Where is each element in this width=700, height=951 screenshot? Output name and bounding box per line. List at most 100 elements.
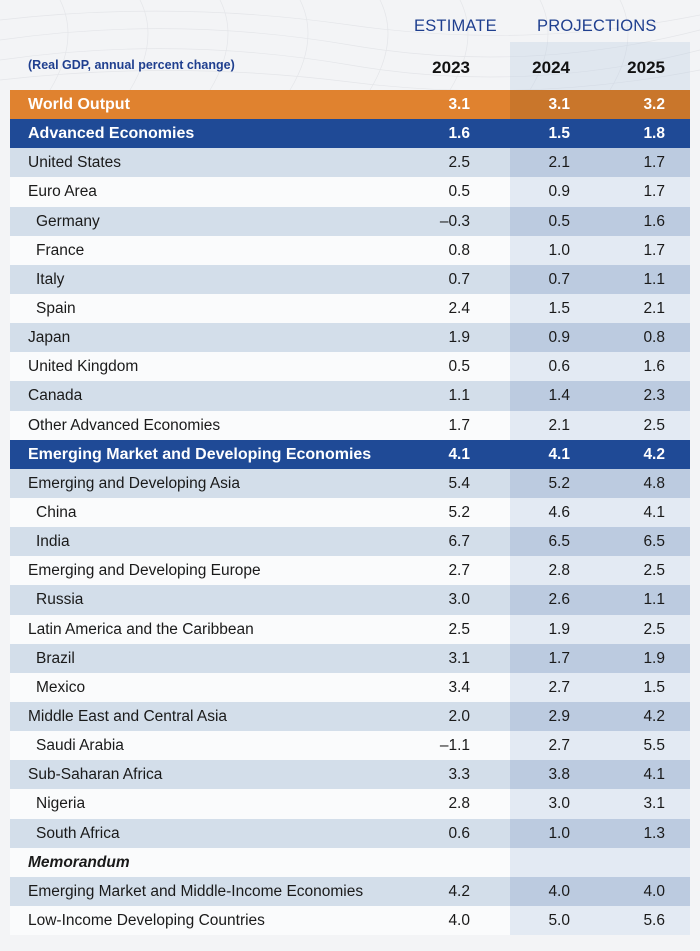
value-2025: 1.6 [643, 212, 665, 230]
row-label: Latin America and the Caribbean [28, 620, 254, 638]
year-header-2023: 2023 [432, 58, 470, 77]
value-2024: 2.1 [548, 154, 570, 172]
row-label: Japan [28, 329, 71, 347]
gdp-growth-table: World Output 3.1 3.1 3.2 Advanced Economies 1… [10, 90, 690, 936]
projections-header: PROJECTIONS [537, 17, 657, 35]
row-label: Nigeria [36, 795, 86, 813]
projection-cell-shade [510, 731, 690, 761]
value-2024: 1.7 [548, 649, 570, 667]
table-row: Germany –0.3 0.5 1.6 [10, 206, 690, 236]
row-label: Mexico [36, 678, 86, 696]
value-2023: 4.0 [448, 911, 470, 929]
value-2023: 2.5 [448, 154, 470, 172]
row-label: World Output [28, 96, 130, 113]
value-2024: 1.9 [548, 620, 570, 638]
value-2025: 0.8 [643, 329, 665, 347]
value-2024: 0.5 [548, 212, 570, 230]
projection-cell-shade [510, 614, 690, 644]
value-2023: 5.4 [448, 474, 470, 492]
value-2024: 0.7 [548, 270, 570, 288]
value-2023: –0.3 [439, 212, 470, 230]
value-2023: 2.0 [448, 707, 470, 725]
table-row: China 5.2 4.6 4.1 [10, 497, 690, 528]
value-2025: 5.5 [643, 737, 665, 755]
value-2023: 0.7 [448, 270, 470, 288]
table-row: Emerging Market and Developing Economies… [10, 439, 690, 469]
projection-cell-shade [510, 760, 690, 790]
row-label: France [36, 241, 85, 259]
value-2024: 0.9 [548, 183, 570, 201]
projection-cell-shade [510, 672, 690, 702]
table-row: Spain 2.4 1.5 2.1 [10, 293, 690, 324]
projection-cell-shade [510, 876, 690, 906]
estimate-header: ESTIMATE [414, 17, 497, 35]
row-label: Italy [36, 270, 65, 288]
value-2025: 5.6 [643, 911, 665, 929]
value-2023: 0.8 [448, 241, 470, 259]
value-2024: 2.8 [548, 562, 570, 580]
value-2025: 4.2 [643, 707, 665, 725]
projection-cell-shade [510, 585, 690, 615]
projection-cell-shade [510, 701, 690, 732]
row-label: Emerging Market and Developing Economies [28, 445, 372, 463]
projection-cell-shade [510, 847, 690, 877]
value-2025: 3.2 [643, 96, 665, 113]
projection-cell-shade [510, 90, 690, 120]
value-2025: 4.0 [643, 882, 665, 900]
projection-cell-shade [510, 119, 690, 149]
row-label: South Africa [36, 824, 120, 842]
table-row: Italy 0.7 0.7 1.1 [10, 264, 690, 294]
value-2023: 1.7 [448, 416, 470, 434]
projection-cell-shade [510, 643, 690, 673]
projection-cell-shade [510, 148, 690, 178]
table-row: Mexico 3.4 2.7 1.5 [10, 672, 690, 702]
table-row: Sub-Saharan Africa 3.3 3.8 4.1 [10, 760, 690, 790]
row-label: Other Advanced Economies [28, 416, 221, 434]
table-row: Emerging and Developing Europe 2.7 2.8 2.5 [10, 556, 690, 586]
row-label: Sub-Saharan Africa [28, 766, 163, 784]
value-2025: 2.5 [643, 416, 665, 434]
value-2025: 4.2 [643, 445, 665, 463]
table-row: Memorandum [10, 847, 690, 877]
value-2024: 4.0 [548, 882, 570, 900]
table-row: Euro Area 0.5 0.9 1.7 [10, 177, 690, 207]
value-2025: 3.1 [643, 795, 665, 813]
row-label: Canada [28, 387, 83, 405]
value-2024: 4.6 [548, 503, 570, 521]
table-row: World Output 3.1 3.1 3.2 [10, 90, 690, 120]
row-label: Germany [36, 212, 100, 230]
table-row: Other Advanced Economies 1.7 2.1 2.5 [10, 410, 690, 440]
value-2025: 2.3 [643, 387, 665, 405]
table-row: Advanced Economies 1.6 1.5 1.8 [10, 119, 690, 149]
value-2025: 1.6 [643, 358, 665, 376]
projection-cell-shade [510, 789, 690, 819]
table-row: Japan 1.9 0.9 0.8 [10, 323, 690, 353]
value-2024: 1.4 [548, 387, 570, 405]
row-label: Brazil [36, 649, 75, 667]
projection-cell-shade [510, 527, 690, 557]
value-2023: 4.1 [448, 445, 470, 463]
projection-cell-shade [510, 264, 690, 294]
value-2024: 3.8 [548, 766, 570, 784]
table-row: France 0.8 1.0 1.7 [10, 235, 690, 265]
value-2024: 6.5 [548, 533, 570, 551]
value-2023: 3.0 [448, 591, 470, 609]
row-label: Memorandum [28, 853, 130, 871]
value-2025: 4.1 [643, 503, 665, 521]
row-label: India [36, 533, 70, 551]
value-2023: 3.4 [448, 678, 470, 696]
table-row: Canada 1.1 1.4 2.3 [10, 381, 690, 411]
value-2025: 1.1 [643, 591, 665, 609]
table-row: Low-Income Developing Countries 4.0 5.0 5.6 [10, 905, 690, 936]
row-label: Spain [36, 299, 76, 317]
projection-cell-shade [510, 177, 690, 207]
value-2025: 4.8 [643, 474, 665, 492]
projection-cell-shade [510, 818, 690, 848]
table-row: Emerging and Developing Asia 5.4 5.2 4.8 [10, 468, 690, 498]
value-2024: 3.0 [548, 795, 570, 813]
row-label: China [36, 503, 77, 521]
value-2023: 4.2 [448, 882, 470, 900]
projection-cell-shade [510, 410, 690, 440]
value-2025: 1.1 [643, 270, 665, 288]
